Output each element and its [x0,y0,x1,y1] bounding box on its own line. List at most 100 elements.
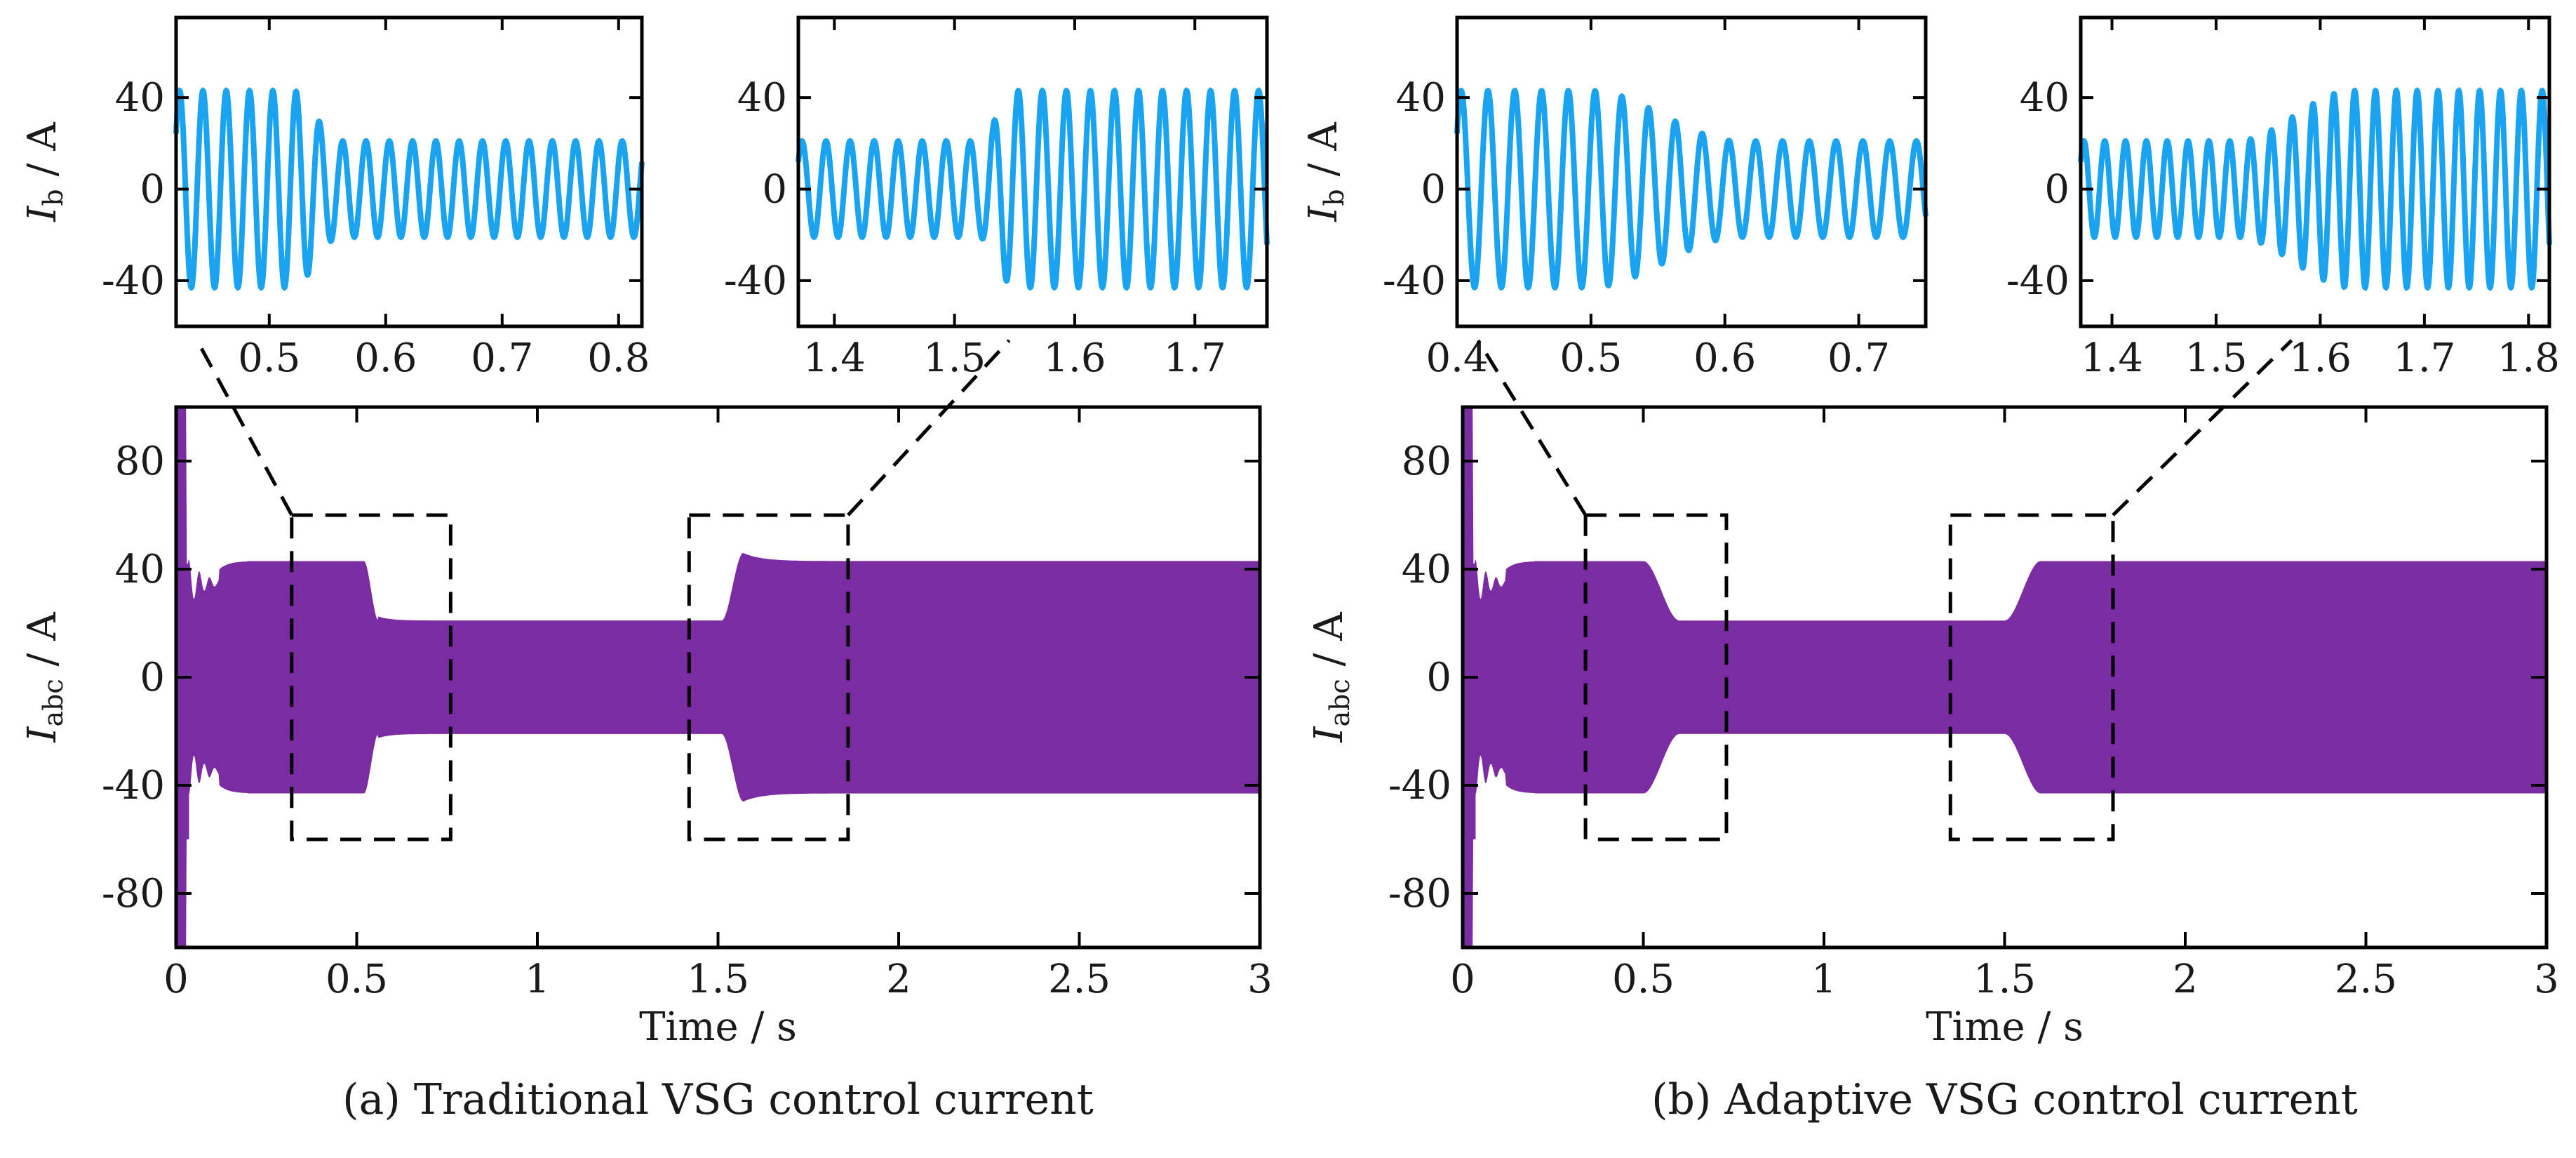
panel-a-main-y-axis-label: Iabc / A [20,612,69,743]
panel-a-main-x-tick-label: 1 [525,957,550,1002]
panel-b-zoom-1-frame [1455,15,1928,328]
panel-a-main-x-tick-label: 2.5 [1048,957,1111,1002]
panel-b-main-y-axis-label: Iabc / A [1306,612,1355,743]
panel-a-zoom-1-ylabel-unit: / A [20,122,65,189]
panel-a-main-y-tick-label: 40 [115,547,165,592]
panel-a-main-ticks: 0 0.5 1 1.5 2 2.5 3 -80 -40 0 40 80 [102,407,1273,1002]
panel-b-zoom-2-x-tick-label: 1.7 [2393,335,2455,381]
panel-a-zoom-1-ylabel-symbol: I [20,205,65,222]
panel-b-zoom-1-ylabel-symbol: I [1301,205,1346,222]
panel-a-zoom-2-y-tick-label: 0 [762,166,787,212]
panel-a-zoom-2-x-tick-label: 1.5 [923,335,986,381]
panel-b-main-zoom-box-2 [1948,513,2115,841]
panel-b-zoom-2-y-tick-label: 0 [2044,166,2069,212]
panel-b-zoom-2-y-tick-label: 40 [2020,75,2069,121]
panel-b-zoom-1-y-tick-label: -40 [1383,258,1446,304]
panel-b-main-x-tick-label: 1.5 [1973,957,2036,1002]
panel-a-main-zoom-box-2 [687,513,850,841]
panel-b-zoom-2-x-tick-label: 1.5 [2185,335,2247,381]
panel-b-zoom-1-x-tick-label: 0.5 [1559,335,1622,381]
panel-a-zoom-1-ticks: 0.5 0.6 0.7 0.8 -40 0 40 [102,18,650,381]
panel-b-zoom-1-waveform-line [1454,87,1928,291]
panel-a-main-y-tick-label: 80 [115,439,165,484]
panel-a-zoom-1-chart: 0.5 0.6 0.7 0.8 -40 0 40 Ib / A [20,15,650,381]
panel-b-xlabel-text: Time / s [1926,1004,2084,1050]
panel-a-zoom-2-waveform-line [796,87,1270,291]
panel-b-main-x-tick-label: 0 [1450,957,1475,1002]
panel-b-main-ylabel-sub: abc [1324,679,1355,726]
panel-b-zoom-1-y-axis-label: Ib / A [1301,122,1350,222]
panel-b-zoom-1-y-tick-label: 0 [1421,166,1446,212]
panel-b-zoom-2-y-tick-label: -40 [2006,258,2069,304]
panel-b-caption: (b) Adaptive VSG control current [1651,1075,2358,1124]
panel-a-zoom-1-ylabel-sub: b [38,189,69,206]
panel-a-caption: (a) Traditional VSG control current [342,1075,1094,1124]
panel-a-main-y-tick-label: -40 [102,763,165,808]
panel-a-main-x-tick-label: 2 [886,957,911,1002]
panel-b-main-ticks: 0 0.5 1 1.5 2 2.5 3 -80 -40 0 40 80 [1388,407,2559,1002]
panel-b-main-x-tick-label: 2.5 [2335,957,2397,1002]
panel-a-main-ylabel-symbol: I [20,726,65,743]
panel-b-main-x-tick-label: 2 [2173,957,2198,1002]
panel-b-main-chart: 0 0.5 1 1.5 2 2.5 3 -80 -40 0 40 80 Time / s Iabc /… [1306,405,2559,1124]
panel-b-main-y-tick-label: 80 [1402,439,1451,484]
panel-a-zoom-1-y-tick-label: 0 [140,166,165,212]
panel-a-xlabel-text: Time / s [639,1004,797,1050]
panel-b-main-x-tick-label: 3 [2534,957,2559,1002]
panel-a-zoom-2-y-tick-label: -40 [724,258,787,304]
panel-a-zoom-1-waveform-line [173,87,645,291]
panel-b-zoom-1-waveform-layer [1454,87,1928,291]
panel-b-main-zoom-boxes [1583,513,2115,841]
panel-a-main-ylabel-unit: / A [20,612,65,679]
panel-a-main-ylabel-sub: abc [38,679,69,726]
panel-a-main-x-tick-label: 0.5 [326,957,388,1002]
panel-a-main-x-tick-label: 1.5 [687,957,749,1002]
panel-a-zoom-1-y-tick-label: 40 [115,75,165,121]
panel-b-main-ylabel-unit: / A [1306,612,1352,679]
panel-a-zoom-2-y-tick-label: 40 [737,75,787,121]
panel-b-zoom-2-frame [2079,15,2551,328]
panel-a-main-x-tick-label: 3 [1247,957,1273,1002]
panel-b-main-x-tick-label: 1 [1811,957,1837,1002]
panel-a-zoom-1-frame [174,15,644,328]
panel-b-main-x-tick-label: 0.5 [1612,957,1675,1002]
panel-a-zoom-1-x-tick-label: 0.8 [587,335,650,381]
panel-a-zoom-2-frame [796,15,1269,328]
panel-a-main-x-axis-label: Time / s [639,1004,797,1050]
panel-a-zoom-1-x-tick-label: 0.6 [354,335,417,381]
panel-a-main-current-envelope [176,407,1260,947]
panel-a-main-y-tick-label: -80 [102,871,165,917]
panel-a-zoom-1-waveform-layer [173,87,645,291]
panel-a-main-chart: 0 0.5 1 1.5 2 2.5 3 -80 -40 0 40 80 Time / s Iabc /… [20,405,1273,1124]
panel-a-main-zoom-box-1 [290,513,452,841]
zoom-connector-4 [2112,339,2293,517]
panel-b-zoom-2-waveform-layer [2078,87,2552,291]
panel-b-main-x-axis-label: Time / s [1926,1004,2084,1050]
panel-b-main-y-tick-label: -80 [1388,871,1451,917]
zoom-connector-lines [195,339,2293,517]
panel-b-zoom-2-x-tick-label: 1.8 [2497,335,2560,381]
zoom-connector-3 [1476,339,1588,517]
panel-b-main-current-envelope [1463,407,2547,947]
panel-b-zoom-1-x-tick-label: 0.6 [1693,335,1756,381]
panel-b-main-y-tick-label: -40 [1388,763,1451,808]
panel-b-zoom-1-x-tick-label: 0.7 [1827,335,1890,381]
panel-b-main-zoom-box-1 [1583,513,1729,841]
panel-b-main-y-tick-label: 0 [1426,655,1451,700]
panel-b-zoom-2-waveform-line [2078,87,2552,291]
panel-a-zoom-1-y-axis-label: Ib / A [20,122,69,222]
panel-a-zoom-2-x-tick-label: 1.4 [803,335,866,381]
panel-b-zoom-2-x-tick-label: 1.6 [2289,335,2352,381]
panel-b-zoom-2-chart: 1.4 1.5 1.6 1.7 1.8 -40 0 40 [2006,15,2560,381]
panel-a-main-envelope-layer [175,407,1260,947]
panel-a-zoom-1-y-tick-label: -40 [102,258,165,304]
panel-b-zoom-2-ticks: 1.4 1.5 1.6 1.7 1.8 -40 0 40 [2006,18,2560,381]
panel-a-main-x-tick-label: 0 [163,957,189,1002]
panel-b-main-ylabel-symbol: I [1306,726,1352,743]
panel-a-main-y-tick-label: 0 [140,655,165,700]
panel-a-main-zoom-boxes [290,513,850,841]
panel-b-zoom-1-ylabel-sub: b [1319,189,1350,206]
